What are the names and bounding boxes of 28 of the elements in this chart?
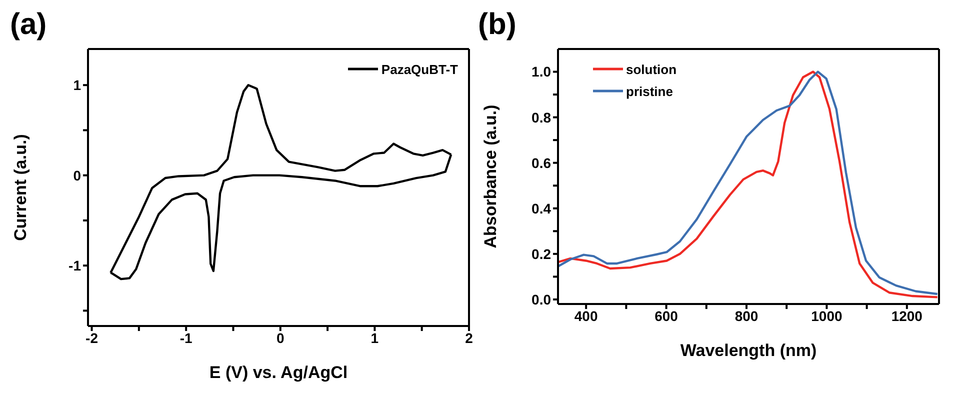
x-tick-label: -2 — [86, 330, 98, 346]
x-tick-label: 800 — [734, 308, 758, 324]
x-tick-label: 600 — [654, 308, 678, 324]
x-tick-label: -1 — [180, 330, 193, 346]
x-axis-title: Wavelength (nm) — [680, 341, 817, 360]
legend-label: solution — [626, 62, 677, 76]
x-tick-label: 400 — [574, 308, 598, 324]
y-axis-title: Current (a.u.) — [11, 134, 30, 241]
y-tick-label: 1 — [73, 77, 82, 94]
legend-label: pristine — [626, 84, 673, 98]
y-tick-label: 1.0 — [532, 64, 552, 80]
text: 0.0 — [532, 291, 551, 308]
y-tick-label: 0 — [73, 167, 82, 184]
x-tick-label: 2 — [465, 330, 474, 346]
x-tick-label: 1 — [370, 330, 379, 346]
y-tick-label: -1 — [68, 258, 82, 274]
legend-label: PazaQuBT-T — [381, 62, 458, 76]
y-tick-label: 0.8 — [532, 109, 552, 126]
y-tick-label: 0.4 — [532, 200, 552, 216]
chart-title: (b) — [478, 8, 516, 42]
y-tick-label: 0.2 — [532, 246, 552, 262]
x-tick-label: 1200 — [891, 308, 923, 324]
x-axis-title: E (V) vs. Ag/AgCl — [209, 363, 348, 382]
y-tick-label: 0.6 — [532, 154, 552, 171]
x-tick-label: 0 — [276, 330, 284, 346]
y-axis-title: Absorbance (a.u.) — [481, 104, 500, 248]
chart-title: (a) — [10, 8, 47, 42]
x-tick-label: 1000 — [811, 308, 842, 324]
